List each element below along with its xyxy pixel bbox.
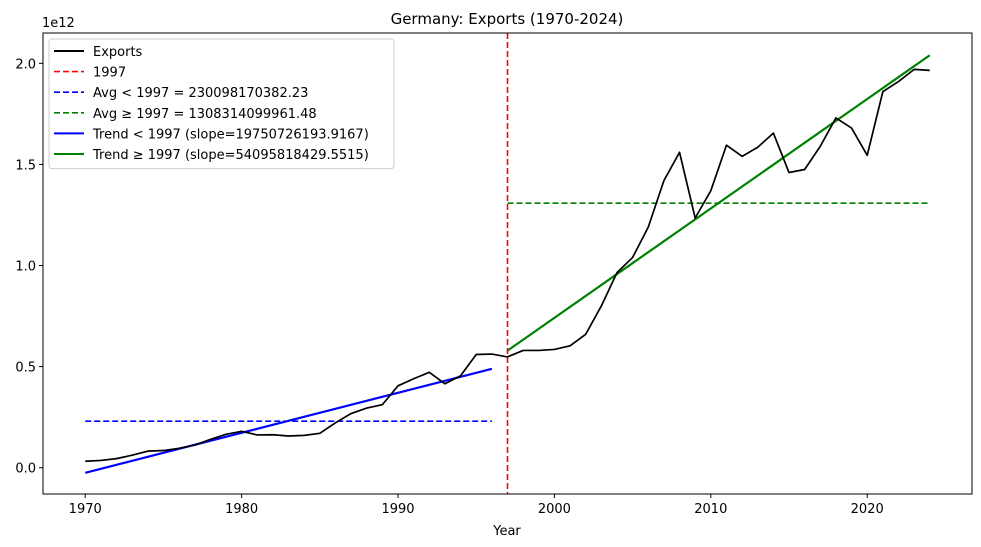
trend-line-0: [84, 367, 493, 474]
chart-title: Germany: Exports (1970-2024): [391, 10, 624, 28]
trend-line-1: [506, 54, 931, 352]
legend-label: 1997: [93, 66, 126, 81]
x-tick-label: 1980: [225, 502, 258, 517]
x-tick-label: 2000: [538, 502, 571, 517]
y-axis-offset-label: 1e12: [42, 16, 75, 31]
y-tick-label: 0.5: [15, 361, 36, 376]
ticks-layer: 1970 1980 1990 2000 2010 2020 0.0 0.5 1.0 1.5 2.0: [15, 57, 883, 517]
legend-label: Avg < 1997 = 230098170382.23: [93, 86, 308, 101]
plot-frame: [42, 32, 973, 495]
x-tick-label: 1970: [69, 502, 102, 517]
plot-layer: [84, 33, 931, 494]
y-tick-label: 1.0: [15, 260, 36, 275]
legend-label: Trend < 1997 (slope=19750726193.9167): [92, 127, 369, 142]
x-tick-label: 2010: [694, 502, 727, 517]
series-line-0: [85, 68, 930, 463]
legend-box: [48, 38, 395, 170]
legend-label: Avg ≥ 1997 = 1308314099961.48: [93, 107, 317, 122]
y-tick-label: 2.0: [15, 57, 36, 72]
y-tick-label: 1.5: [15, 158, 36, 173]
legend: Exports 1997 Avg < 1997 = 230098170382.23 A…: [48, 38, 395, 170]
legend-label: Trend ≥ 1997 (slope=54095818429.5515): [92, 148, 369, 163]
x-axis-label: Year: [492, 524, 521, 539]
y-tick-label: 0.0: [15, 462, 36, 477]
x-tick-label: 1990: [381, 502, 414, 517]
legend-label: Exports: [93, 45, 143, 60]
x-tick-label: 2020: [851, 502, 884, 517]
